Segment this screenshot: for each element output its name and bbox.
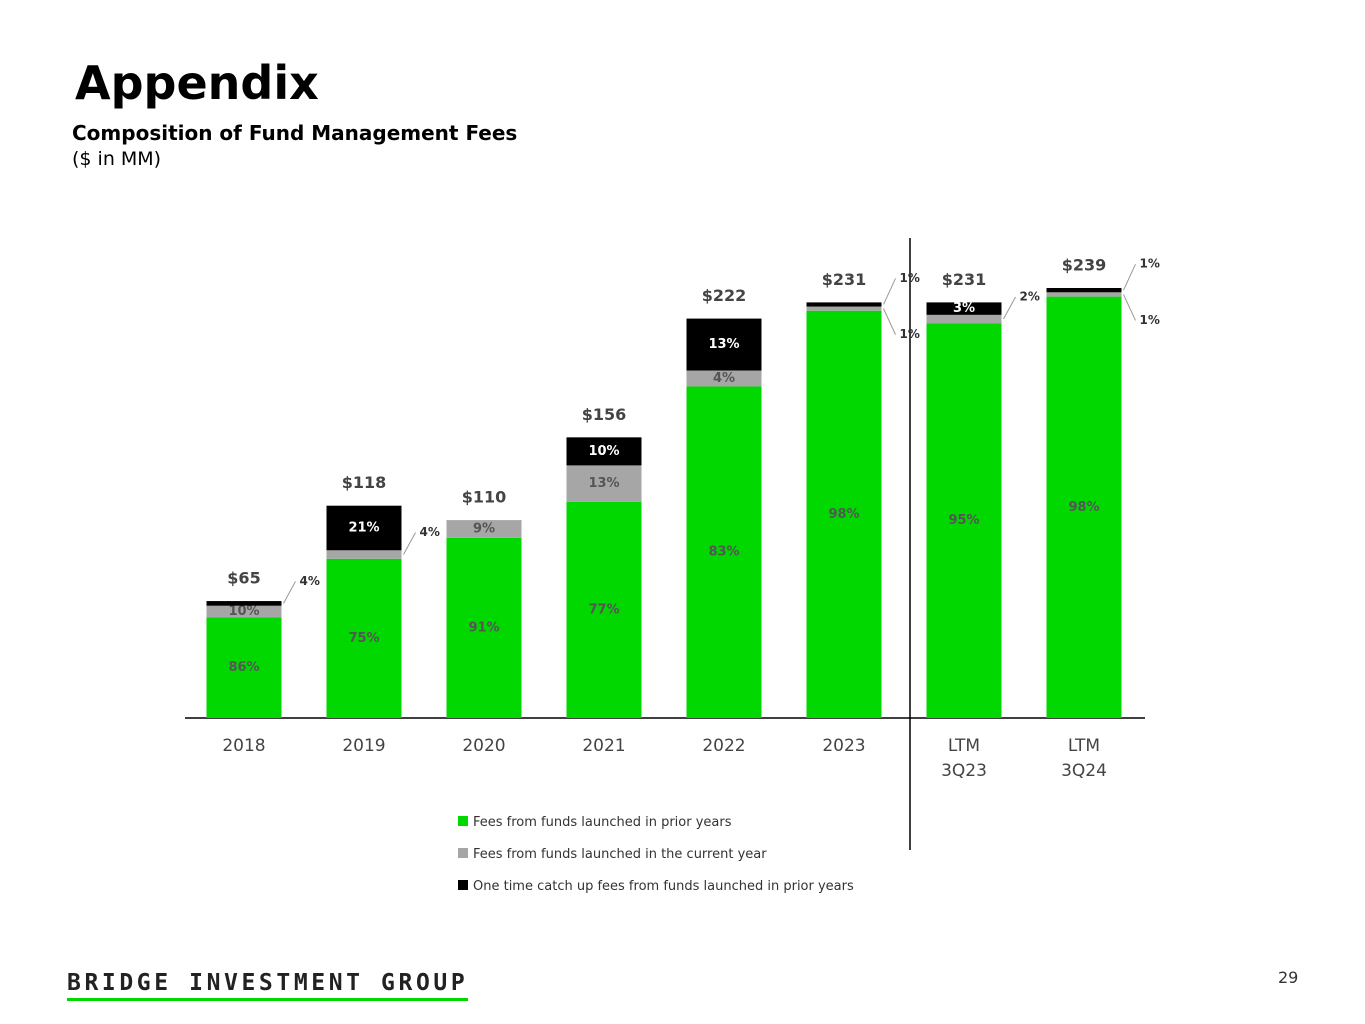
- segment-label: 4%: [713, 371, 735, 386]
- legend-swatch: [458, 880, 468, 890]
- bar-segment: [926, 314, 1002, 324]
- total-label: $231: [822, 270, 867, 289]
- segment-label: 1%: [900, 271, 920, 285]
- x-tick-label: 2020: [462, 736, 506, 756]
- total-label: $65: [227, 569, 260, 588]
- segment-label: 1%: [1140, 313, 1160, 327]
- bar-segment: [1046, 288, 1122, 293]
- leader-line: [1123, 294, 1136, 321]
- legend-entry: One time catch up fees from funds launch…: [458, 879, 854, 894]
- segment-label: 9%: [473, 521, 495, 536]
- segment-label: 95%: [948, 513, 979, 528]
- total-label: $156: [582, 405, 627, 424]
- bar-segment: [806, 302, 882, 307]
- segment-label: 2%: [1020, 290, 1040, 304]
- segment-label: 83%: [708, 545, 739, 560]
- bar-segment: [806, 306, 882, 311]
- legend-entry: Fees from funds launched in the current …: [458, 847, 767, 862]
- legend-swatch: [458, 816, 468, 826]
- total-label: $239: [1062, 256, 1107, 275]
- bar-segment: [686, 386, 762, 718]
- bar-segment: [206, 605, 282, 618]
- bar-segment: [566, 465, 642, 502]
- x-tick-label: 2019: [342, 736, 386, 756]
- bar-segment: [326, 550, 402, 559]
- total-label: $110: [462, 488, 507, 507]
- page-number: 29: [1278, 968, 1299, 987]
- x-tick-label: 2018: [222, 736, 266, 756]
- total-label: $118: [342, 473, 387, 492]
- segment-label: 77%: [588, 602, 619, 617]
- segment-label: 1%: [900, 327, 920, 341]
- x-tick-label: 2021: [582, 736, 626, 756]
- segment-label: 86%: [228, 660, 259, 675]
- x-tick-label: LTM 3Q24: [1061, 736, 1107, 781]
- leader-line: [1003, 296, 1016, 320]
- legend-text: Fees from funds launched in prior years: [473, 815, 732, 830]
- bar-segment: [566, 501, 642, 718]
- bar-segment: [686, 318, 762, 371]
- segment-label: 21%: [348, 520, 379, 535]
- segment-label: 4%: [420, 525, 440, 539]
- bar-segment: [326, 505, 402, 551]
- segment-label: 13%: [708, 337, 739, 352]
- leader-line: [883, 308, 896, 335]
- segment-label: 91%: [468, 620, 499, 635]
- leader-line: [283, 581, 296, 604]
- leader-line: [403, 532, 416, 555]
- segment-label: 98%: [828, 507, 859, 522]
- legend-text: Fees from funds launched in the current …: [473, 847, 767, 862]
- bar-segment: [1046, 296, 1122, 718]
- bar-segment: [806, 310, 882, 718]
- segment-label: 10%: [588, 444, 619, 459]
- segment-label: 4%: [300, 574, 320, 588]
- bar-segment: [446, 537, 522, 718]
- bar-segment: [926, 323, 1002, 718]
- bar-segment: [926, 302, 1002, 315]
- bar-segment: [686, 370, 762, 387]
- logo: BRIDGE INVESTMENT GROUP: [67, 970, 469, 1001]
- bar-segment: [1046, 292, 1122, 297]
- segment-label: 75%: [348, 631, 379, 646]
- leader-line: [883, 278, 896, 305]
- segment-label: 1%: [1140, 257, 1160, 271]
- bar-segment: [326, 558, 402, 718]
- legend-entry: Fees from funds launched in prior years: [458, 815, 732, 830]
- bar-segment: [206, 601, 282, 606]
- legend-text: One time catch up fees from funds launch…: [473, 879, 854, 894]
- total-label: $231: [942, 270, 987, 289]
- subtitle: Composition of Fund Management Fees: [72, 121, 518, 145]
- segment-label: 98%: [1068, 500, 1099, 515]
- segment-label: 10%: [228, 604, 259, 619]
- bar-segment: [566, 437, 642, 466]
- x-tick-label: 2023: [822, 736, 866, 756]
- total-label: $222: [702, 286, 747, 305]
- leader-line: [1123, 263, 1136, 291]
- title: Appendix: [75, 56, 319, 110]
- legend-swatch: [458, 848, 468, 858]
- segment-label: 3%: [953, 301, 975, 316]
- bar-segment: [446, 520, 522, 538]
- x-tick-label: LTM 3Q23: [941, 736, 987, 781]
- unit-note: ($ in MM): [72, 148, 162, 170]
- segment-label: 13%: [588, 476, 619, 491]
- bar-segment: [206, 617, 282, 718]
- x-tick-label: 2022: [702, 736, 746, 756]
